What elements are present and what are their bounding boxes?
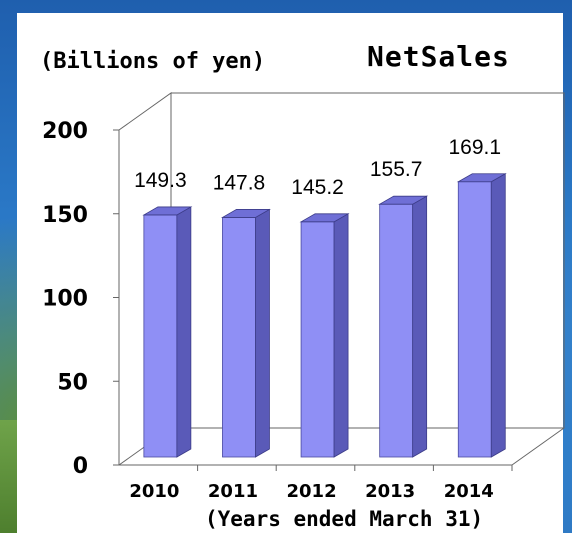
bars [142,173,507,458]
bar-2010 [142,206,193,458]
axis-frame-back [118,92,565,429]
bar-2014 [456,173,507,458]
y-tick-label: 0 [73,454,88,479]
x-tick-label: 2013 [365,481,415,502]
bar-front [379,203,414,458]
y-tick-label: 200 [42,119,88,144]
bar-top [299,213,350,223]
unit-label: (Billions of yen) [40,49,265,74]
bar-2012 [299,213,350,458]
data-label: 169.1 [448,136,501,159]
bar-2011 [220,208,271,458]
bar-front [222,217,256,458]
bar-top [378,195,429,205]
bar-top [456,173,507,183]
data-label: 147.8 [213,171,266,194]
y-tick-label: 100 [42,287,88,312]
bar-side [412,195,428,458]
bar-side [333,213,349,458]
y-tick-label: 150 [42,203,88,228]
bar-2013 [378,195,429,458]
bar-front [300,221,335,458]
bar-front [143,214,178,458]
floor-edge-right [511,427,565,466]
x-tick-label: 2010 [129,481,179,502]
bar-front [457,181,492,458]
axes [113,92,565,471]
x-tick-label: 2012 [287,481,337,502]
x-tick-labels: 2010 2011 2012 2013 2014 [129,481,494,502]
data-label: 155.7 [370,158,423,181]
x-tick-label: 2014 [444,481,494,502]
bar-side [490,173,506,458]
data-label: 149.3 [134,169,187,192]
x-tick-label: 2011 [208,481,258,502]
data-labels: 149.3 147.8 145.2 155.7 169.1 [134,136,501,199]
bar-side [255,208,270,458]
y-tick-label: 50 [57,370,88,395]
data-label: 145.2 [291,176,344,199]
chart-title: NetSales [367,40,510,73]
bar-top [220,209,271,218]
x-axis-title: (Years ended March 31) [205,507,483,531]
bar-top [142,206,193,216]
bar-side [176,206,192,458]
y-tick-labels: 0 50 100 150 200 [42,119,88,479]
